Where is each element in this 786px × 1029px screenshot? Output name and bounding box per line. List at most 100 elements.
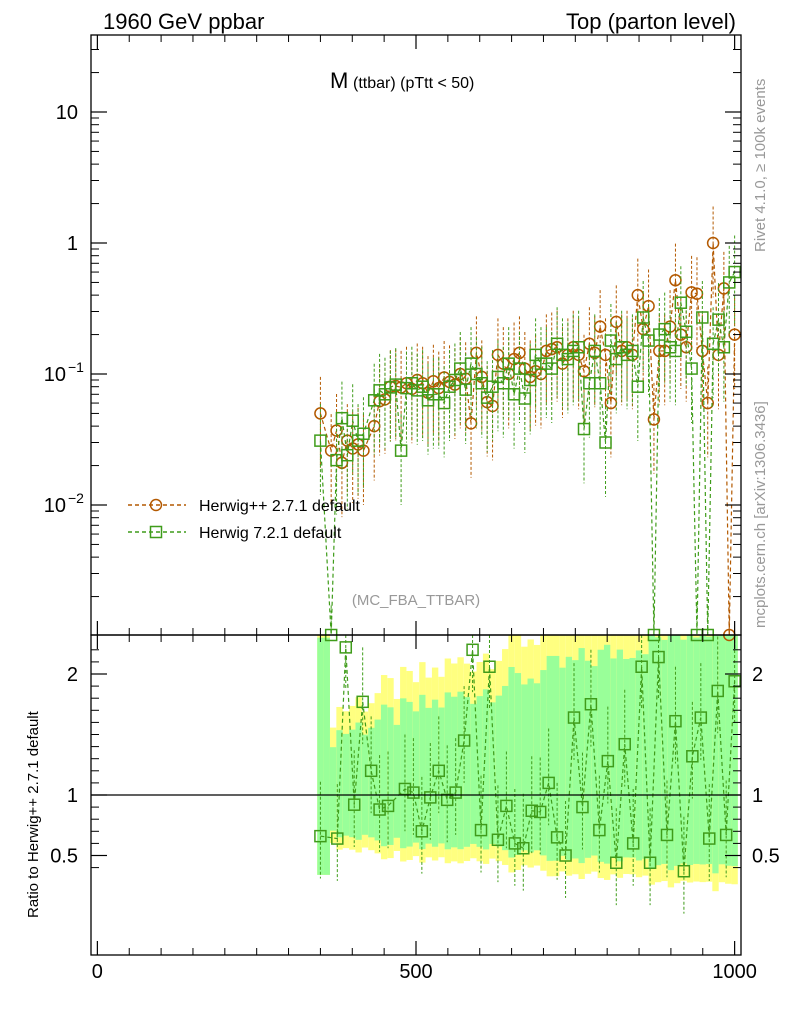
header-left: 1960 GeV ppbar — [103, 9, 264, 34]
data-point-herwig7 — [679, 325, 693, 339]
data-point-herwig7 — [572, 341, 585, 354]
ratio-y-tick-label-right: 0.5 — [752, 846, 780, 868]
legend-label-herwig7: Herwig 7.2.1 default — [199, 525, 342, 542]
ratio-band-inner — [705, 636, 713, 864]
data-point-herwigpp — [647, 413, 661, 426]
ratio-band-inner — [616, 649, 624, 862]
x-tick-label: 500 — [399, 961, 432, 983]
x-tick-label: 1000 — [712, 961, 757, 983]
ratio-band-inner — [565, 656, 573, 860]
ratio-band-inner — [476, 696, 483, 847]
ratio-band-inner — [521, 684, 528, 851]
ratio-point — [407, 786, 420, 799]
legend-marker-square — [149, 525, 163, 539]
data-point-herwig7 — [357, 427, 370, 440]
ratio-point — [669, 714, 682, 728]
ratio-point — [643, 856, 657, 870]
ratio-point — [593, 823, 606, 837]
ratio-band-inner — [355, 722, 362, 840]
ratio-band-inner — [463, 697, 471, 847]
ratio-point — [728, 675, 741, 688]
ratio-point — [517, 841, 530, 855]
ratio-point — [364, 764, 378, 778]
ratio-point — [618, 737, 631, 751]
ratio-band-inner — [495, 695, 503, 847]
ratio-band-inner — [635, 650, 643, 861]
data-point-herwig7 — [636, 311, 650, 324]
ratio-point — [567, 711, 581, 724]
ratio-line — [320, 647, 736, 872]
ratio-band-inner — [317, 637, 324, 875]
ratio-band-inner — [559, 667, 566, 856]
ratio-band-inner — [629, 657, 636, 858]
data-point-herwig7 — [669, 344, 682, 358]
ratio-band-inner — [406, 701, 413, 847]
ratio-band-inner — [431, 699, 439, 847]
data-point-herwig7 — [685, 362, 698, 375]
ratio-band-inner — [412, 711, 420, 843]
ratio-point — [576, 800, 589, 814]
ratio-band-inner — [444, 692, 452, 850]
y-tick-label: 10 — [44, 495, 66, 517]
ratio-point — [500, 799, 513, 813]
ratio-band-inner — [514, 673, 522, 855]
ratio-point — [559, 849, 572, 862]
ratio-point — [415, 825, 429, 838]
ratio-point — [440, 793, 454, 807]
ratio-band-inner — [540, 670, 547, 856]
ratio-band-inner — [419, 694, 426, 850]
ratio-point — [466, 643, 479, 657]
ratio-point — [610, 856, 623, 870]
data-point-herwig7 — [658, 322, 671, 336]
data-point-herwig7 — [717, 341, 731, 354]
ratio-band-inner — [349, 729, 356, 838]
data-point-herwig7 — [604, 334, 618, 347]
ratio-band-inner — [425, 707, 432, 844]
legend: Herwig++ 2.7.1 default Herwig 7.2.1 defa… — [128, 498, 361, 542]
ratio-point — [660, 828, 674, 842]
ratio-band-inner — [603, 644, 611, 864]
ratio-band-inner — [387, 707, 394, 845]
ratio-band-inner — [546, 655, 554, 861]
ratio-point — [703, 832, 716, 845]
data-point-herwigpp — [314, 407, 327, 420]
ratio-point — [449, 786, 462, 799]
ratio-band-inner — [533, 683, 541, 851]
ratio-point — [652, 650, 665, 664]
ratio-point — [719, 828, 733, 842]
legend-entry-herwigpp: Herwig++ 2.7.1 default — [128, 498, 361, 515]
ratio-band-inner — [342, 733, 350, 836]
ratio-band-inner — [572, 660, 579, 859]
ratio-point — [356, 695, 369, 709]
data-point-herwig7 — [394, 444, 408, 457]
ratio-point — [533, 805, 547, 819]
ratio-point — [584, 698, 598, 711]
data-point-herwig7 — [696, 311, 709, 324]
ratio-band-inner — [482, 689, 490, 850]
ratio-point — [601, 754, 615, 768]
ratio-band-inner — [718, 635, 726, 865]
ratio-point — [686, 750, 699, 763]
ratio-series-layer — [314, 635, 741, 914]
y-tick-label: 10 — [44, 364, 66, 386]
ratio-band-inner — [374, 719, 381, 841]
ratio-band-inner — [667, 635, 675, 871]
ratio-point — [525, 804, 538, 817]
ratio-point — [347, 798, 361, 811]
main-title: M — [330, 68, 348, 93]
ratio-band-inner — [661, 639, 668, 864]
main-title-subscript: (ttbar) (pTtt < 50) — [353, 75, 474, 92]
data-point-herwig7 — [599, 436, 612, 449]
ratio-y-tick-label-right: 2 — [752, 664, 763, 686]
ratio-point — [626, 837, 640, 850]
mcplots-label: mcplots.cern.ch [arXiv:1306.3436] — [752, 401, 769, 628]
ratio-point — [474, 823, 488, 837]
ratio-ylabel: Ratio to Herwig++ 2.7.1 default — [25, 710, 42, 918]
ratio-point — [677, 864, 691, 878]
ratio-point — [373, 803, 386, 816]
ratio-y-tick-label-left: 1 — [67, 785, 78, 807]
ratio-band-inner — [508, 667, 515, 858]
x-tick-label: 0 — [92, 961, 103, 983]
data-point-herwig7 — [588, 344, 602, 358]
